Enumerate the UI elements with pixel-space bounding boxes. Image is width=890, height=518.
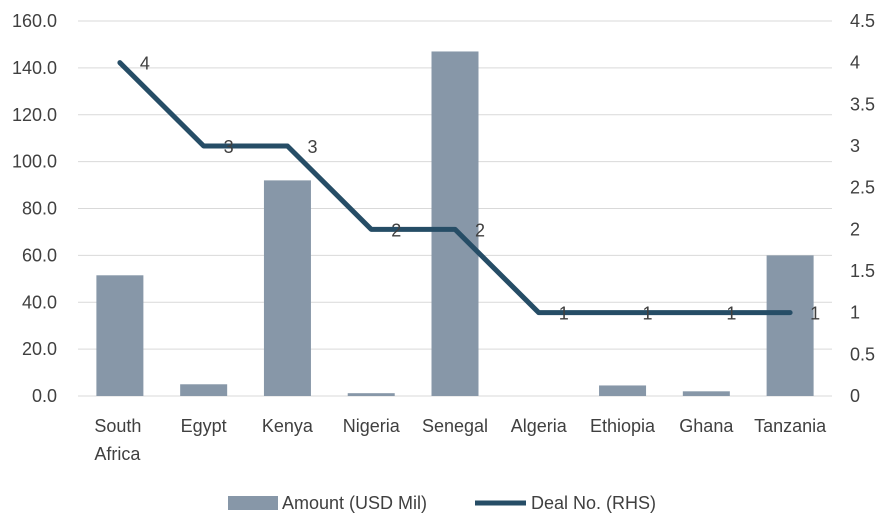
bar <box>263 180 311 396</box>
legend-label: Amount (USD Mil) <box>282 493 427 513</box>
category-label-line: Nigeria <box>343 416 401 436</box>
category-label-line: Algeria <box>511 416 568 436</box>
right-axis-tick-label: 0.5 <box>850 344 875 364</box>
left-axis-tick-label: 160.0 <box>12 11 57 31</box>
data-label: 4 <box>140 54 150 74</box>
category-label: Kenya <box>262 416 314 436</box>
left-axis-tick-label: 100.0 <box>12 152 57 172</box>
data-label: 1 <box>559 304 569 324</box>
data-label: 3 <box>224 137 234 157</box>
category-label-line: Africa <box>94 444 141 464</box>
category-label-line: Ethiopia <box>590 416 656 436</box>
data-label: 2 <box>391 220 401 240</box>
bar <box>347 393 395 396</box>
category-label-line: Ghana <box>679 416 734 436</box>
left-axis: 0.0 20.0 40.0 60.0 80.0 100.0 120.0 140.0 160.0 <box>12 11 57 406</box>
data-label: 2 <box>475 220 485 240</box>
right-axis-tick-label: 4.5 <box>850 11 875 31</box>
bar <box>431 51 479 396</box>
category-label: Algeria <box>511 416 568 436</box>
right-axis-tick-label: 2.5 <box>850 178 875 198</box>
category-label: Tanzania <box>754 416 827 436</box>
left-axis-tick-label: 140.0 <box>12 58 57 78</box>
data-label: 3 <box>307 137 317 157</box>
right-axis-tick-label: 1.5 <box>850 261 875 281</box>
category-label: Ethiopia <box>590 416 656 436</box>
bar-series <box>96 51 814 396</box>
right-axis-tick-label: 2 <box>850 219 860 239</box>
left-axis-tick-label: 60.0 <box>22 245 57 265</box>
category-label-line: Kenya <box>262 416 314 436</box>
right-axis-tick-label: 0 <box>850 386 860 406</box>
right-axis-tick-label: 1 <box>850 303 860 323</box>
data-label: 1 <box>810 304 820 324</box>
left-axis-tick-label: 40.0 <box>22 292 57 312</box>
category-label: Nigeria <box>343 416 401 436</box>
legend: Amount (USD Mil) Deal No. (RHS) <box>228 493 656 513</box>
data-label: 1 <box>643 304 653 324</box>
right-axis-tick-label: 3 <box>850 136 860 156</box>
left-axis-tick-label: 120.0 <box>12 105 57 125</box>
legend-label: Deal No. (RHS) <box>531 493 656 513</box>
category-label-line: Egypt <box>181 416 227 436</box>
bar <box>766 255 814 396</box>
left-axis-tick-label: 20.0 <box>22 339 57 359</box>
category-label: Egypt <box>181 416 227 436</box>
right-axis-tick-label: 3.5 <box>850 94 875 114</box>
data-label: 1 <box>726 304 736 324</box>
legend-swatch-bar <box>228 496 278 510</box>
category-label: South Africa <box>94 416 141 464</box>
right-axis: 0 0.5 1 1.5 2 2.5 3 3.5 4 4.5 <box>850 11 875 406</box>
left-axis-tick-label: 0.0 <box>32 386 57 406</box>
bar <box>96 275 144 396</box>
category-label-line: Tanzania <box>754 416 827 436</box>
x-axis: South Africa Egypt Kenya Nigeria Senegal Alger… <box>94 416 827 464</box>
category-label: Ghana <box>679 416 734 436</box>
line-series: 4 3 3 2 2 1 1 1 1 <box>117 54 820 324</box>
bar <box>682 391 730 396</box>
category-label-line: South <box>94 416 141 436</box>
bar <box>599 385 647 396</box>
bar <box>180 384 228 396</box>
right-axis-tick-label: 4 <box>850 53 860 73</box>
category-label: Senegal <box>422 416 488 436</box>
category-label-line: Senegal <box>422 416 488 436</box>
left-axis-tick-label: 80.0 <box>22 199 57 219</box>
